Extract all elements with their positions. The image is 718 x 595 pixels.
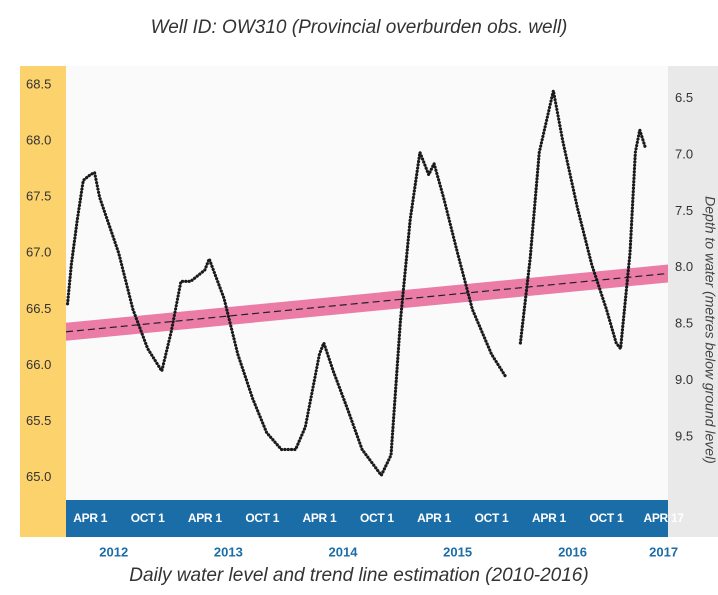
y-tick-label: 68.5 [26, 77, 51, 92]
year-label: 2016 [558, 544, 587, 559]
year-label: 2013 [214, 544, 243, 559]
x-axis-band [66, 500, 668, 537]
caption: Daily water level and trend line estimat… [129, 565, 588, 586]
chart-title: Well ID: OW310 (Provincial overburden ob… [151, 17, 568, 38]
y2-tick-label: 7.5 [675, 203, 693, 218]
y-tick-label: 65.5 [26, 413, 51, 428]
x-tick-label: APR 17 [643, 511, 684, 525]
x-tick-label: OCT 1 [590, 511, 624, 525]
y2-tick-label: 8.0 [675, 259, 693, 274]
year-label: 2012 [99, 544, 128, 559]
y-tick-label: 67.5 [26, 189, 51, 204]
x-tick-label: APR 1 [302, 511, 336, 525]
y-tick-label: 67.0 [26, 245, 51, 260]
y2-tick-label: 6.5 [675, 90, 693, 105]
x-tick-label: OCT 1 [131, 511, 165, 525]
year-label: 2014 [329, 544, 359, 559]
y2-tick-label: 9.0 [675, 372, 693, 387]
y-tick-label: 66.5 [26, 301, 51, 316]
y-tick-label: 65.0 [26, 469, 51, 484]
year-label: 2017 [649, 544, 678, 559]
y-tick-label: 66.0 [26, 357, 51, 372]
x-tick-label: APR 1 [532, 511, 566, 525]
y-tick-label: 68.0 [26, 133, 51, 148]
water-level-line [65, 89, 647, 477]
trend-line [65, 272, 669, 333]
y2-tick-label: 8.5 [675, 316, 693, 331]
y2-axis-label: Depth to water (metres below ground leve… [702, 196, 718, 464]
y2-tick-label: 7.0 [675, 146, 693, 161]
x-tick-label: APR 1 [73, 511, 107, 525]
x-tick-label: OCT 1 [475, 511, 509, 525]
x-tick-label: APR 1 [188, 511, 222, 525]
year-label: 2015 [443, 544, 472, 559]
y2-tick-label: 9.5 [675, 428, 693, 443]
x-tick-label: OCT 1 [245, 511, 279, 525]
left-axis-band [20, 66, 66, 537]
x-tick-label: APR 1 [417, 511, 451, 525]
x-tick-label: OCT 1 [360, 511, 394, 525]
right-axis-band [668, 66, 718, 537]
